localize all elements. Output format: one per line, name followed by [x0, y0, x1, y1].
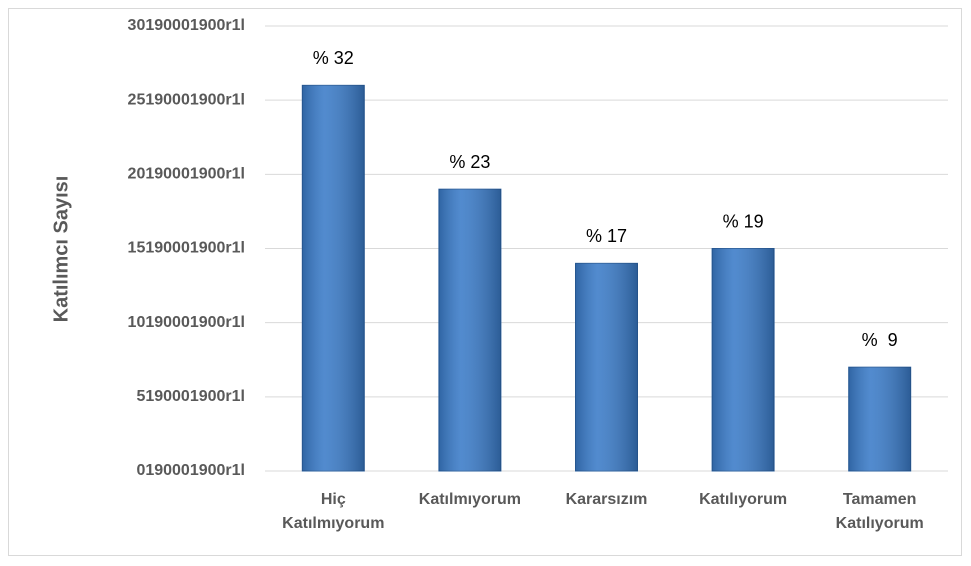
y-tick-label: 15190001900r1l	[128, 240, 245, 257]
data-label: % 23	[449, 152, 490, 172]
bar-shade	[575, 263, 638, 471]
y-tick-label: 30190001900r1l	[128, 17, 245, 34]
data-label: % 17	[586, 226, 627, 246]
bar-shade	[848, 367, 911, 471]
y-axis-title: Katılımcı Sayısı	[50, 176, 72, 323]
x-tick-label: Katılıyorum	[699, 491, 788, 508]
x-tick-label: Katılmıyorum	[418, 491, 522, 508]
y-tick-label: 20190001900r1l	[128, 166, 245, 183]
y-tick-label: 0190001900r1l	[136, 462, 245, 479]
data-label: % 32	[313, 48, 354, 68]
x-tick-label: Hiç Katılmıyorum	[282, 491, 385, 532]
y-tick-label: 5190001900r1l	[136, 388, 245, 405]
data-label: % 19	[723, 211, 764, 231]
x-tick-label: Tamamen Katılıyorum	[835, 491, 924, 532]
bar-shade	[438, 189, 501, 471]
x-tick-label: Kararsızım	[565, 491, 648, 508]
y-tick-label: 10190001900r1l	[128, 314, 245, 331]
data-label: % 9	[862, 330, 898, 350]
y-tick-label: 25190001900r1l	[128, 91, 245, 108]
bar-shade	[712, 248, 775, 471]
bar-shade	[302, 85, 365, 471]
